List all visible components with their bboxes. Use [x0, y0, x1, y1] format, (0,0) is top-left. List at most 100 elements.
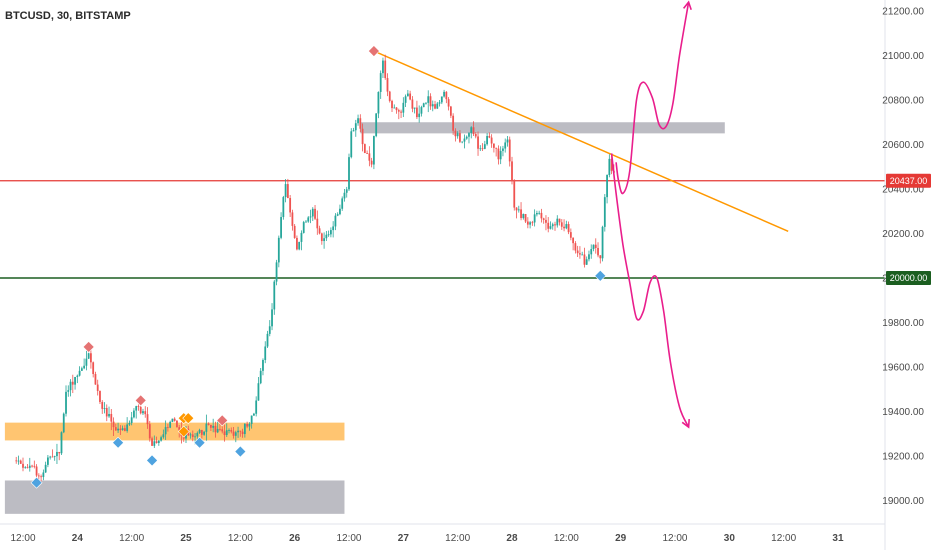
bullish-projection-path[interactable] [615, 1, 690, 195]
candle [232, 427, 235, 439]
time-tick-label: 26 [289, 533, 301, 544]
price-tick-label: 19400.00 [882, 407, 924, 418]
time-axis[interactable]: 12:00 24 12:00 25 12:00 26 12:00 27 12:00 28 12:00… [10, 533, 844, 544]
markers-layer [30, 45, 607, 489]
supply-zone-upper[interactable] [360, 122, 725, 134]
candle [19, 459, 22, 465]
candle [533, 209, 536, 227]
candle-body [327, 234, 330, 236]
candle-body [504, 142, 507, 149]
candle [348, 153, 350, 191]
candle [588, 250, 590, 262]
blue-signal-marker[interactable] [193, 436, 206, 449]
candle [92, 361, 95, 378]
candle-body [592, 244, 595, 250]
blue-signal-marker[interactable] [594, 269, 607, 282]
candle-body [579, 253, 581, 255]
candle [137, 404, 140, 411]
candle-body [456, 133, 459, 137]
red-signal-marker[interactable] [367, 45, 380, 57]
candle-body [492, 143, 495, 148]
candle [259, 367, 262, 385]
demand-zone-lower[interactable] [4, 480, 345, 514]
orange-signal-marker[interactable] [182, 412, 195, 425]
candle-body [232, 431, 235, 436]
candle [420, 105, 423, 117]
candle-body [221, 429, 224, 432]
candle-body [431, 104, 434, 107]
candle [155, 436, 158, 444]
candle-body [402, 102, 405, 113]
time-tick-label: 31 [832, 533, 844, 544]
candle [203, 430, 206, 436]
time-tick-label: 12:00 [10, 533, 35, 544]
candle [26, 464, 29, 469]
blue-signal-marker[interactable] [30, 476, 43, 489]
candle [207, 422, 210, 426]
candle [105, 404, 108, 422]
candle-body [526, 221, 529, 225]
candle-body [513, 180, 516, 208]
candle-body [461, 141, 464, 143]
candle [169, 420, 172, 429]
candle-body [583, 254, 586, 265]
candle [497, 145, 500, 165]
candle [334, 213, 337, 231]
red-signal-marker[interactable] [216, 414, 229, 427]
candle-body [314, 208, 316, 219]
candle [569, 228, 572, 241]
candle [425, 102, 427, 105]
candle-body [40, 476, 43, 478]
candle-body [445, 91, 448, 100]
blue-signal-marker[interactable] [234, 445, 247, 458]
candle [483, 140, 486, 150]
demand-zone-orange[interactable] [4, 422, 345, 441]
candle-body [307, 217, 310, 222]
candle [402, 97, 405, 118]
candle-body [15, 460, 18, 462]
candle [336, 212, 339, 217]
candle-body [200, 429, 203, 435]
candle-body [94, 374, 97, 385]
candle [368, 146, 371, 167]
candle [96, 379, 99, 396]
candle-body [298, 241, 301, 250]
candle-body [264, 346, 267, 360]
candle-body [436, 103, 439, 109]
candle-body [429, 96, 432, 107]
candle [329, 227, 332, 238]
orange-signal-marker[interactable] [177, 425, 190, 438]
candle-body [291, 212, 294, 226]
bearish-projection-path[interactable] [610, 153, 690, 428]
blue-signal-marker[interactable] [112, 436, 125, 449]
candle-body [397, 110, 400, 112]
candle [271, 303, 273, 331]
candle [257, 377, 260, 401]
candle-body [576, 250, 579, 254]
candle-body [400, 111, 402, 113]
red-signal-marker[interactable] [134, 394, 147, 407]
price-tags: 20437.00 20000.00 [886, 173, 931, 285]
candle [60, 431, 63, 456]
price-axis[interactable]: 19000.00 19200.00 19400.00 19600.00 19800.00… [882, 7, 924, 508]
blue-signal-marker[interactable] [146, 454, 158, 467]
candle [37, 473, 40, 480]
candle [513, 179, 516, 211]
candle [567, 221, 570, 235]
candle-body [60, 432, 63, 454]
candle [189, 432, 192, 439]
candle-body [128, 423, 131, 425]
descending-trendline[interactable] [373, 50, 789, 232]
candle [160, 435, 162, 442]
candle-body [468, 133, 470, 137]
candle [479, 145, 482, 152]
red-signal-marker[interactable] [82, 341, 95, 353]
time-tick-label: 12:00 [336, 533, 361, 544]
candle [413, 107, 416, 114]
candle-body [483, 144, 486, 149]
candle-body [336, 214, 339, 216]
candle [90, 349, 92, 369]
candle [293, 224, 296, 239]
